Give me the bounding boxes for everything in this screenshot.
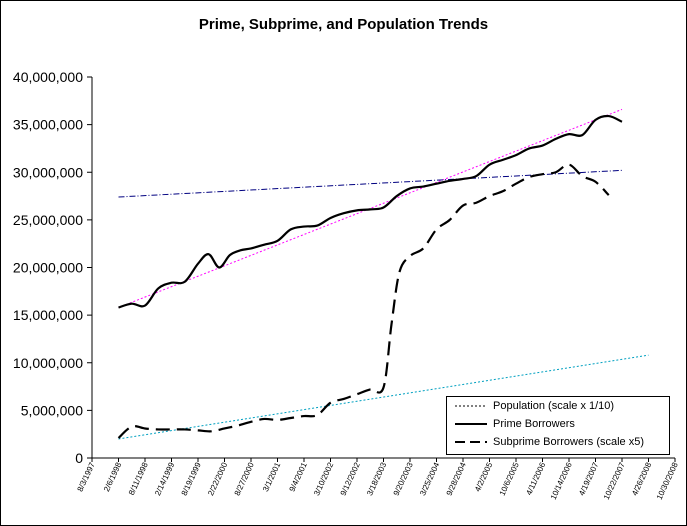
x-tick-label: 10/14/2006 — [549, 461, 574, 502]
y-tick-label: 5,000,000 — [21, 402, 83, 418]
y-tick-label: 30,000,000 — [13, 164, 83, 180]
x-tick-label: 3/18/2003 — [365, 461, 388, 498]
y-tick-label: 35,000,000 — [13, 117, 83, 133]
x-tick-label: 10/6/2005 — [498, 461, 521, 498]
x-tick-label: 2/14/1999 — [153, 461, 176, 498]
legend-label-population: Population (scale x 1/10) — [493, 400, 615, 412]
x-tick-label: 2/22/2000 — [206, 461, 229, 498]
legend-label-subprime: Subprime Borrowers (scale x5) — [493, 436, 644, 448]
y-tick-label: 0 — [75, 450, 83, 466]
legend-label-prime: Prime Borrowers — [493, 418, 575, 430]
x-tick-label: 8/19/1999 — [180, 461, 203, 498]
series-line-subprime — [117, 163, 610, 439]
y-tick-label: 40,000,000 — [13, 69, 83, 85]
legend-swatch-subprime — [455, 441, 487, 443]
x-tick-label: 3/10/2002 — [312, 461, 335, 498]
y-tick-label: 20,000,000 — [13, 260, 83, 276]
legend-swatch-population — [455, 405, 487, 407]
x-tick-labels: 8/3/1997 2/6/1998 8/11/1998 2/14/1999 8/19/1… — [75, 458, 680, 501]
y-tick-labels: 0 5,000,000 10,000,000 15,000,000 20,000,000… — [13, 69, 92, 466]
x-tick-label: 8/27/2000 — [233, 461, 256, 498]
legend-item-prime: Prime Borrowers — [447, 415, 669, 433]
x-tick-label: 9/28/2004 — [445, 461, 468, 498]
x-tick-label: 3/1/2001 — [261, 461, 283, 494]
x-tick-label: 4/26/2008 — [630, 461, 653, 498]
x-tick-label: 10/30/2008 — [655, 461, 680, 502]
trendline-flat — [118, 169, 623, 198]
y-tick-label: 10,000,000 — [13, 355, 83, 371]
x-tick-label: 4/11/2006 — [524, 461, 547, 497]
x-tick-label: 2/6/1998 — [102, 461, 124, 494]
x-tick-label: 9/4/2001 — [287, 461, 309, 494]
x-tick-label: 9/20/2003 — [392, 461, 415, 498]
legend: Population (scale x 1/10) Prime Borrower… — [446, 396, 670, 455]
legend-item-subprime: Subprime Borrowers (scale x5) — [447, 433, 669, 451]
series-line-population — [118, 354, 649, 440]
y-tick-label: 25,000,000 — [13, 212, 83, 228]
legend-swatch-prime — [455, 423, 487, 425]
x-tick-label: 10/22/2007 — [602, 461, 627, 502]
y-tick-label: 15,000,000 — [13, 307, 83, 323]
x-tick-label: 4/19/2007 — [577, 461, 600, 498]
series-lines — [117, 108, 649, 440]
legend-item-population: Population (scale x 1/10) — [447, 397, 669, 415]
x-tick-label: 9/12/2002 — [339, 461, 362, 498]
chart-title: Prime, Subprime, and Population Trends — [198, 16, 489, 33]
x-tick-label: 3/25/2004 — [418, 461, 441, 498]
x-tick-label: 4/2/2005 — [473, 461, 495, 494]
series-line-prime — [118, 114, 623, 309]
x-tick-label: 8/11/1998 — [127, 461, 150, 497]
